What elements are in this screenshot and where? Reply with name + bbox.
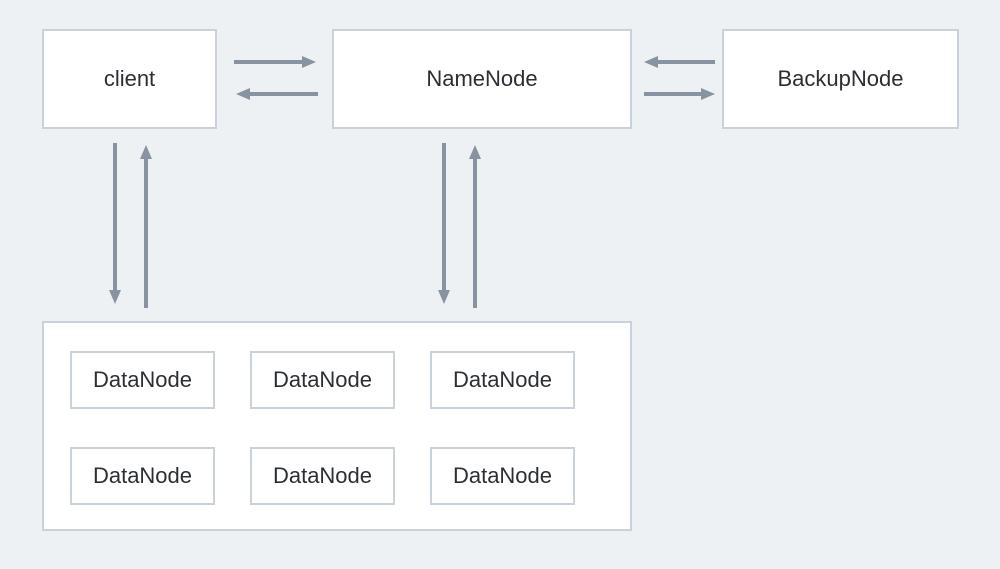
node-backup: BackupNode	[722, 29, 959, 129]
edge-head-datanodes-client	[140, 145, 152, 159]
node-client: client	[42, 29, 217, 129]
node-label: NameNode	[426, 66, 537, 92]
node-label: DataNode	[453, 463, 552, 489]
edge-head-namenode-datanodes	[438, 290, 450, 304]
node-dn6: DataNode	[430, 447, 575, 505]
diagram-canvas: client NameNode BackupNode DataNode DataNode…	[0, 0, 1000, 569]
node-label: client	[104, 66, 155, 92]
node-label: DataNode	[453, 367, 552, 393]
node-label: DataNode	[93, 463, 192, 489]
node-label: DataNode	[273, 367, 372, 393]
node-dn5: DataNode	[250, 447, 395, 505]
node-dn3: DataNode	[430, 351, 575, 409]
edge-head-client-namenode	[302, 56, 316, 68]
node-label: BackupNode	[778, 66, 904, 92]
edge-head-namenode-client	[236, 88, 250, 100]
node-dn1: DataNode	[70, 351, 215, 409]
edge-head-datanodes-namenode	[469, 145, 481, 159]
edge-head-backup-namenode	[644, 56, 658, 68]
node-label: DataNode	[93, 367, 192, 393]
node-label: DataNode	[273, 463, 372, 489]
edge-head-client-datanodes	[109, 290, 121, 304]
edge-head-namenode-backup	[701, 88, 715, 100]
node-dn2: DataNode	[250, 351, 395, 409]
node-namenode: NameNode	[332, 29, 632, 129]
node-dn4: DataNode	[70, 447, 215, 505]
